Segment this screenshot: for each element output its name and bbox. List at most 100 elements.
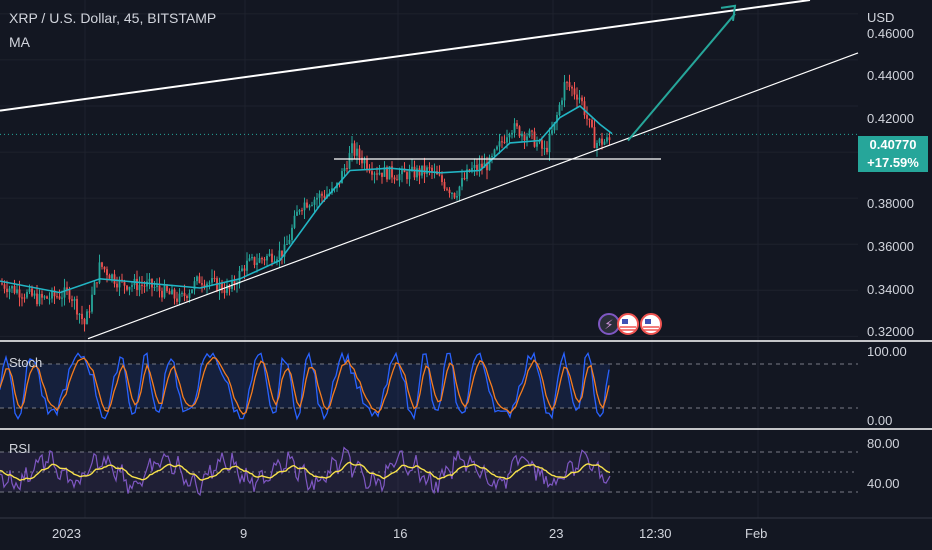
stoch-pane[interactable]: [0, 350, 858, 421]
candle-body: [596, 142, 598, 149]
candle-body: [48, 298, 51, 300]
candle-body: [293, 215, 296, 228]
candle-body: [181, 292, 183, 294]
candle-body: [568, 82, 571, 88]
candle-body: [351, 143, 353, 154]
candle-body: [286, 244, 288, 246]
candle-body: [251, 257, 253, 259]
candle-body: [593, 127, 596, 149]
candle-body: [61, 297, 63, 299]
candle-body: [263, 259, 266, 261]
price-tick: 0.36000: [867, 239, 914, 254]
candle-body: [471, 167, 473, 172]
candle-body: [1, 283, 3, 285]
candle-body: [223, 290, 226, 293]
candle-body: [501, 141, 503, 143]
candle-body: [261, 258, 263, 260]
candle-body: [233, 280, 236, 285]
rsi-label[interactable]: RSI: [9, 441, 31, 456]
candle-body: [446, 188, 448, 190]
candle-body: [496, 146, 498, 150]
candle-body: [373, 173, 376, 175]
candle-body: [511, 132, 513, 135]
candle-body: [578, 97, 581, 100]
candle-body: [33, 293, 36, 296]
candle-body: [163, 285, 166, 298]
candle-body: [413, 166, 416, 178]
symbol-title[interactable]: XRP / U.S. Dollar, 45, BITSTAMP: [9, 10, 217, 26]
rsi-ma-line: [0, 461, 611, 482]
candle-body: [341, 171, 343, 184]
candle-body: [493, 149, 496, 156]
candle-body: [141, 284, 143, 286]
candle-body: [538, 140, 541, 143]
candle-body: [276, 259, 278, 262]
candle-body: [146, 281, 148, 287]
candle-body: [416, 168, 418, 178]
candle-body: [31, 288, 33, 296]
candle-body: [603, 141, 606, 145]
candle-body: [521, 133, 523, 137]
candle-body: [408, 170, 411, 180]
candle-body: [3, 284, 6, 289]
candle-body: [361, 157, 363, 164]
price-change-tag: +17.59%: [858, 154, 928, 172]
candle-body: [353, 143, 356, 156]
candles: [1, 74, 611, 332]
candle-body: [466, 169, 468, 179]
candle-body: [461, 178, 463, 187]
candle-body: [221, 283, 223, 291]
candle-body: [96, 282, 98, 284]
candle-body: [208, 282, 211, 284]
candle-body: [78, 313, 81, 315]
candle-body: [556, 115, 558, 123]
candle-body: [428, 167, 431, 169]
candle-body: [41, 294, 43, 298]
price-tick: 0.42000: [867, 111, 914, 126]
candle-body: [543, 147, 546, 149]
candle-body: [191, 289, 193, 294]
price-pane[interactable]: ⚡: [0, 0, 859, 340]
candle-body: [481, 163, 483, 168]
candle-body: [108, 275, 111, 279]
candle-body: [536, 142, 538, 147]
candle-body: [18, 289, 21, 298]
price-tick: 0.32000: [867, 324, 914, 339]
candle-body: [583, 101, 586, 116]
stoch-k-line: [0, 350, 610, 421]
candle-body: [601, 138, 603, 145]
candle-body: [606, 137, 608, 142]
candle-body: [83, 319, 86, 325]
candle-body: [298, 210, 301, 212]
indicator-label[interactable]: MA: [9, 34, 30, 50]
candle-body: [206, 283, 208, 288]
candle-body: [51, 290, 53, 299]
candle-body: [211, 278, 213, 283]
candle-body: [73, 299, 76, 301]
candle-body: [418, 168, 421, 176]
candle-body: [426, 167, 428, 174]
candle-body: [218, 283, 221, 292]
candle-body: [93, 282, 96, 295]
lightning-glyph: ⚡: [604, 317, 613, 332]
candle-body: [356, 148, 358, 156]
candle-body: [123, 280, 126, 286]
candle-body: [486, 162, 488, 171]
candle-body: [101, 262, 103, 267]
candle-body: [366, 159, 368, 169]
candle-body: [43, 296, 46, 298]
stoch-label[interactable]: Stoch: [9, 355, 43, 370]
candle-body: [8, 288, 11, 293]
price-tick: 0.38000: [867, 196, 914, 211]
candle-body: [586, 115, 588, 119]
event-icons[interactable]: ⚡: [598, 313, 662, 335]
rsi-pane[interactable]: [0, 446, 858, 497]
last-price-tag: 0.40770: [858, 136, 928, 154]
rsi-line: [0, 446, 611, 497]
candle-body: [278, 250, 281, 260]
candle-body: [343, 168, 346, 172]
candle-body: [36, 293, 38, 305]
candle-body: [363, 159, 366, 164]
candle-body: [196, 276, 198, 282]
